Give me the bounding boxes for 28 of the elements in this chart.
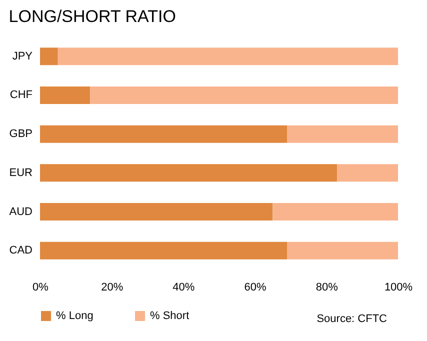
bar xyxy=(272,203,398,221)
bar xyxy=(40,164,338,182)
y-tick-label: CAD xyxy=(9,244,33,257)
legend-label: % Long xyxy=(56,310,94,322)
x-tick-label: 20% xyxy=(101,282,124,294)
x-tick-label: 80% xyxy=(316,282,338,294)
y-tick-label: CHF xyxy=(10,89,33,102)
bar xyxy=(40,203,273,221)
x-tick-label: 40% xyxy=(172,282,195,294)
bar xyxy=(40,86,90,104)
legend-label: % Short xyxy=(150,310,190,322)
bar xyxy=(40,242,288,260)
bar xyxy=(40,48,58,66)
x-tick-label: 100% xyxy=(384,282,413,294)
source-note: Source: CFTC xyxy=(316,313,387,325)
bar xyxy=(58,48,398,66)
bar xyxy=(40,125,288,143)
bar xyxy=(287,242,398,260)
y-tick-label: JPY xyxy=(12,50,34,62)
bar xyxy=(90,86,398,104)
bar xyxy=(287,125,398,143)
x-tick-label: 60% xyxy=(244,282,267,294)
chart-title: LONG/SHORT RATIO xyxy=(8,7,176,26)
y-tick-label: GBP xyxy=(9,128,32,140)
y-tick-label: AUD xyxy=(9,206,33,218)
bar xyxy=(337,164,398,182)
y-tick-label: EUR xyxy=(9,166,33,179)
x-tick-label: 0% xyxy=(32,282,49,294)
